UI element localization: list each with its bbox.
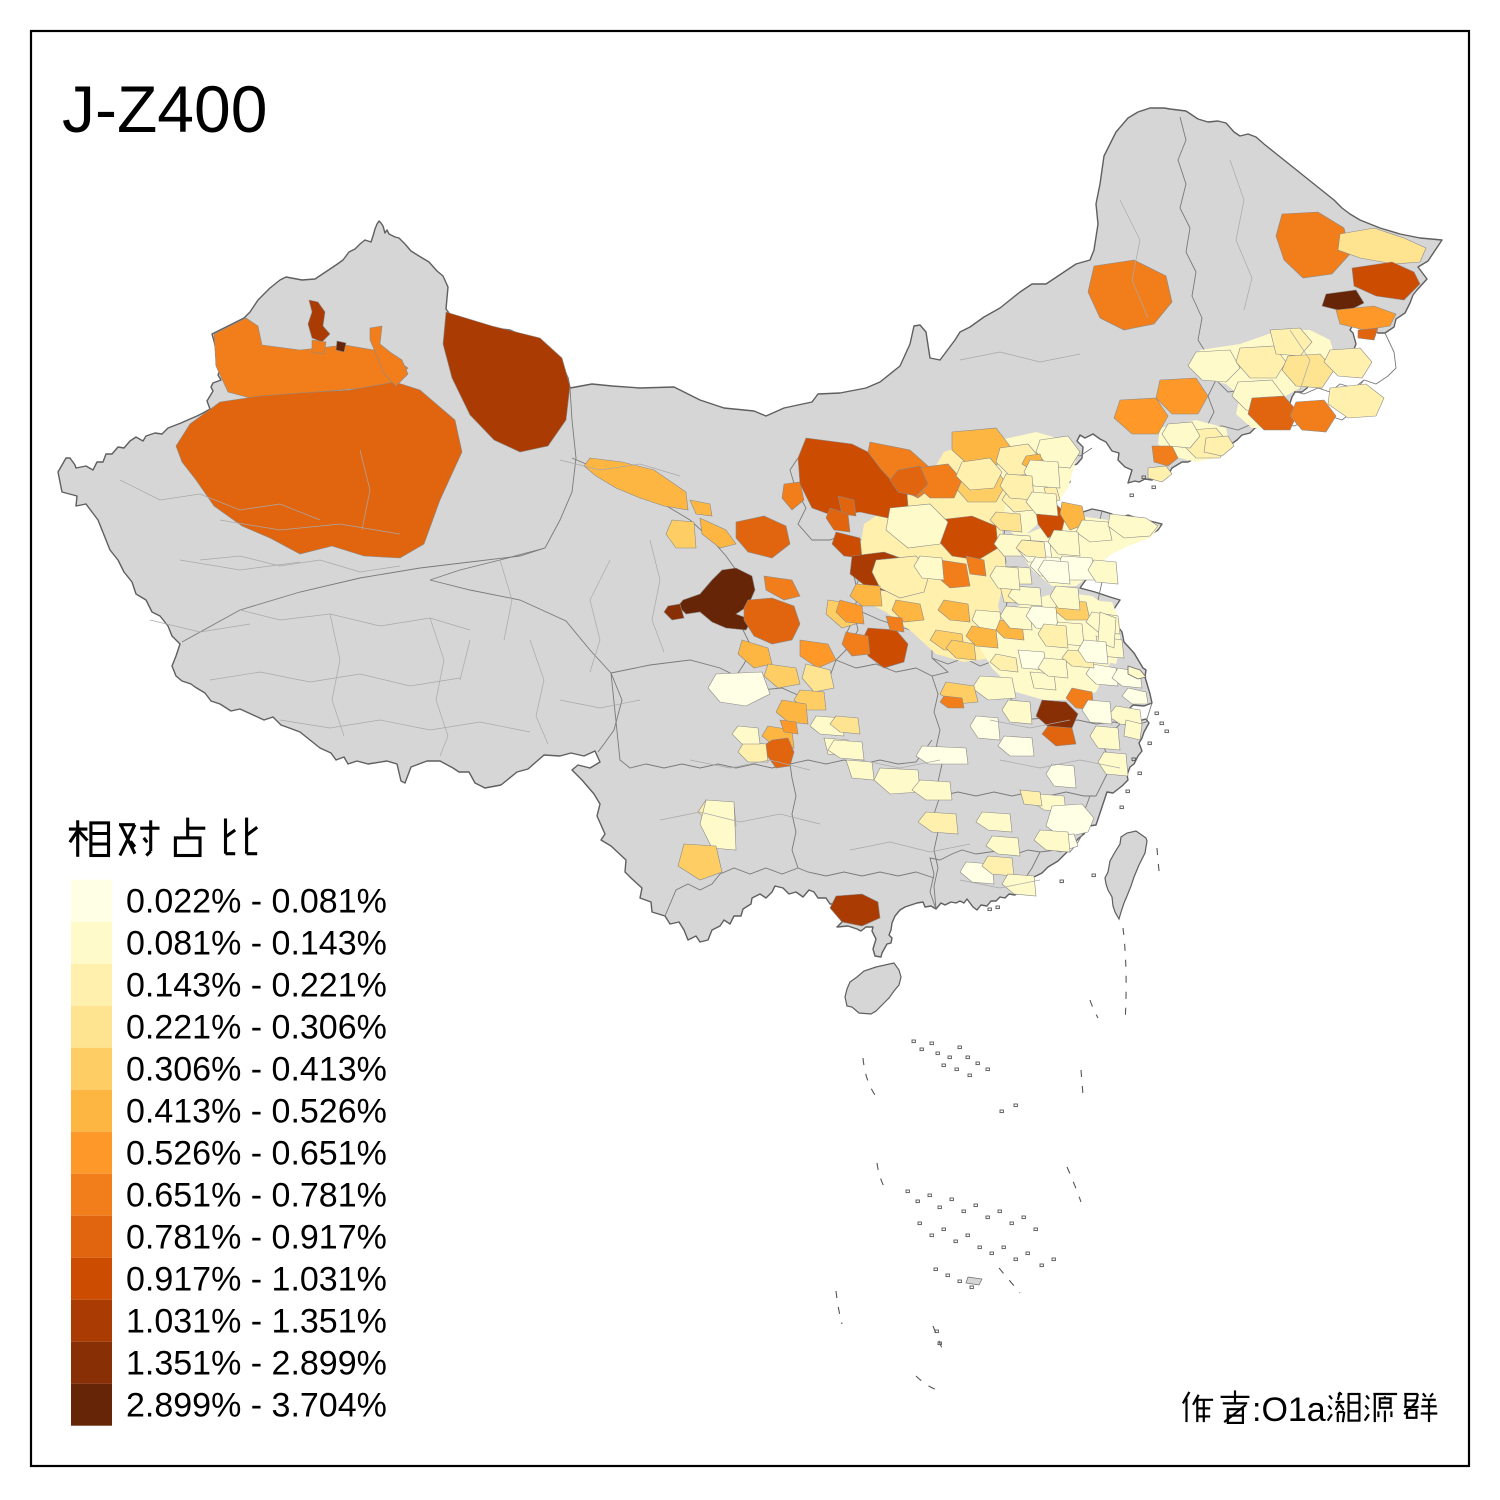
svg-text:0.306% - 0.413%: 0.306% - 0.413% <box>126 1051 387 1089</box>
svg-text:0.413% - 0.526%: 0.413% - 0.526% <box>126 1093 387 1131</box>
svg-text:0.221% - 0.306%: 0.221% - 0.306% <box>126 1009 387 1047</box>
svg-text:0.651% - 0.781%: 0.651% - 0.781% <box>126 1177 387 1215</box>
svg-text:0.081% - 0.143%: 0.081% - 0.143% <box>126 925 387 963</box>
svg-text:1.031% - 1.351%: 1.031% - 1.351% <box>126 1303 387 1341</box>
svg-text:0.143% - 0.221%: 0.143% - 0.221% <box>126 967 387 1005</box>
svg-text:1.351% - 2.899%: 1.351% - 2.899% <box>126 1345 387 1383</box>
svg-text:J-Z400: J-Z400 <box>62 72 267 146</box>
svg-text:2.899% - 3.704%: 2.899% - 3.704% <box>126 1387 387 1425</box>
svg-text:0.781% - 0.917%: 0.781% - 0.917% <box>126 1219 387 1257</box>
svg-text:0.526% - 0.651%: 0.526% - 0.651% <box>126 1135 387 1173</box>
svg-text:0.917% - 1.031%: 0.917% - 1.031% <box>126 1261 387 1299</box>
svg-text:0.022% - 0.081%: 0.022% - 0.081% <box>126 883 387 921</box>
svg-text::O1a: :O1a <box>1252 1391 1326 1429</box>
